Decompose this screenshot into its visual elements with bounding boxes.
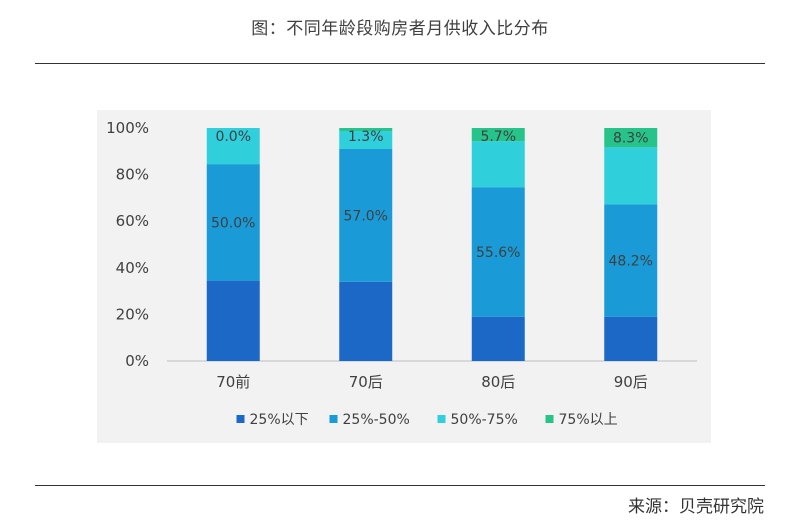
- legend-label: 75%以上: [559, 412, 618, 428]
- legend-swatch: [545, 415, 554, 423]
- y-tick-label: 100%: [106, 119, 149, 137]
- chart-title: 图：不同年龄段购房者月供收入比分布: [251, 19, 549, 39]
- bar-segment: [206, 280, 260, 361]
- legend-label: 25%以下: [250, 412, 309, 428]
- bar-segment: [471, 141, 525, 188]
- bar-segment: [339, 281, 393, 361]
- x-tick-label: 80后: [481, 373, 515, 391]
- legend-swatch: [437, 415, 446, 423]
- legend-label: 50%-75%: [451, 412, 518, 428]
- x-tick-label: 70前: [216, 373, 250, 391]
- y-tick-label: 80%: [116, 166, 149, 184]
- data-label: 50.0%: [211, 215, 255, 231]
- data-label: 5.7%: [480, 129, 516, 145]
- legend-swatch: [329, 415, 338, 423]
- y-tick-label: 60%: [116, 212, 149, 230]
- source-note: 来源：贝壳研究院: [628, 497, 764, 517]
- data-label: 1.3%: [348, 129, 384, 145]
- x-tick-label: 70后: [349, 373, 383, 391]
- legend-label: 25%-50%: [343, 412, 410, 428]
- data-label: 8.3%: [613, 131, 649, 147]
- bar-segment: [471, 128, 525, 142]
- data-label: 48.2%: [609, 254, 653, 270]
- bar-segment: [604, 316, 658, 361]
- bar-segment: [206, 128, 260, 165]
- y-tick-label: 20%: [116, 305, 149, 323]
- top-divider: [35, 63, 765, 64]
- bar-segment: [471, 187, 525, 317]
- legend-swatch: [236, 415, 245, 423]
- bar-segment: [339, 128, 393, 132]
- bar-segment: [471, 316, 525, 361]
- bottom-divider: [35, 485, 765, 486]
- chart-panel: 0% 20% 40% 60% 80% 100% 70前 70后 80后 90后 50.0% 0.0% 5…: [97, 110, 711, 443]
- bar-segment: [339, 148, 393, 282]
- bar-segment: [206, 164, 260, 281]
- stacked-bar-chart: 0% 20% 40% 60% 80% 100% 70前 70后 80后 90后 50.0% 0.0% 5…: [106, 119, 697, 428]
- bar-segment: [604, 204, 658, 317]
- data-label: 0.0%: [215, 129, 251, 145]
- y-tick-label: 40%: [116, 259, 149, 277]
- bar-segment: [339, 131, 393, 149]
- data-label: 57.0%: [344, 208, 388, 224]
- y-tick-label: 0%: [125, 352, 149, 370]
- bar-segment: [604, 147, 658, 205]
- x-tick-label: 90后: [614, 373, 648, 391]
- data-label: 55.6%: [476, 245, 520, 261]
- bar-segment: [604, 128, 658, 148]
